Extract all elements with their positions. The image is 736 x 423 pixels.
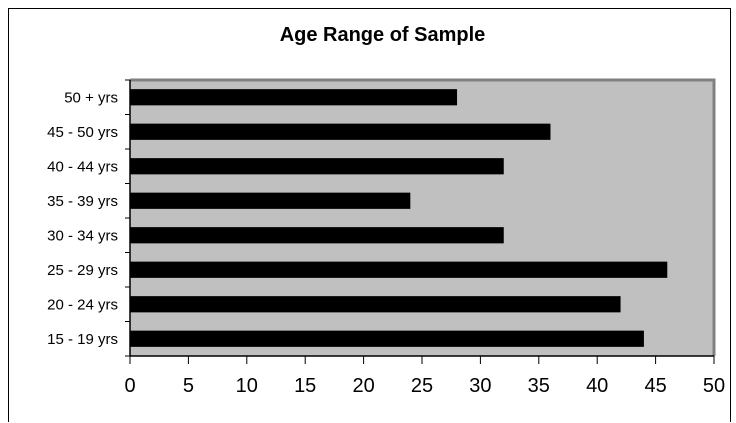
x-tick-label: 50: [703, 375, 725, 397]
bar-30-34-yrs[interactable]: [130, 227, 504, 244]
x-tick-label: 10: [236, 375, 258, 397]
bar-25-29-yrs[interactable]: [130, 261, 668, 278]
category-label: 40 - 44 yrs: [47, 158, 118, 175]
category-label: 35 - 39 yrs: [47, 193, 118, 210]
plot-border: [130, 78, 716, 356]
x-tick-label: 30: [469, 375, 491, 397]
bar-50-yrs[interactable]: [130, 89, 458, 106]
x-tick-label: 35: [528, 375, 550, 397]
category-label: 30 - 34 yrs: [47, 227, 118, 244]
category-label: 25 - 29 yrs: [47, 262, 118, 279]
bar-15-19-yrs[interactable]: [130, 330, 644, 347]
x-tick-label: 25: [411, 375, 433, 397]
plot-background: [130, 80, 714, 356]
bar-45-50-yrs[interactable]: [130, 123, 551, 140]
chart-title: Age Range of Sample: [279, 24, 486, 46]
x-tick-label: 5: [183, 375, 194, 397]
x-tick-label: 45: [644, 375, 666, 397]
bar-35-39-yrs[interactable]: [130, 192, 411, 209]
x-tick-label: 20: [352, 375, 374, 397]
x-tick-label: 0: [124, 375, 135, 397]
bar-20-24-yrs[interactable]: [130, 296, 621, 313]
bar-40-44-yrs[interactable]: [130, 158, 504, 175]
x-tick-label: 40: [586, 375, 608, 397]
category-label: 15 - 19 yrs: [47, 331, 118, 348]
category-label: 50 + yrs: [64, 89, 118, 106]
category-label: 20 - 24 yrs: [47, 296, 118, 313]
category-label: 45 - 50 yrs: [47, 124, 118, 141]
x-tick-label: 15: [294, 375, 316, 397]
